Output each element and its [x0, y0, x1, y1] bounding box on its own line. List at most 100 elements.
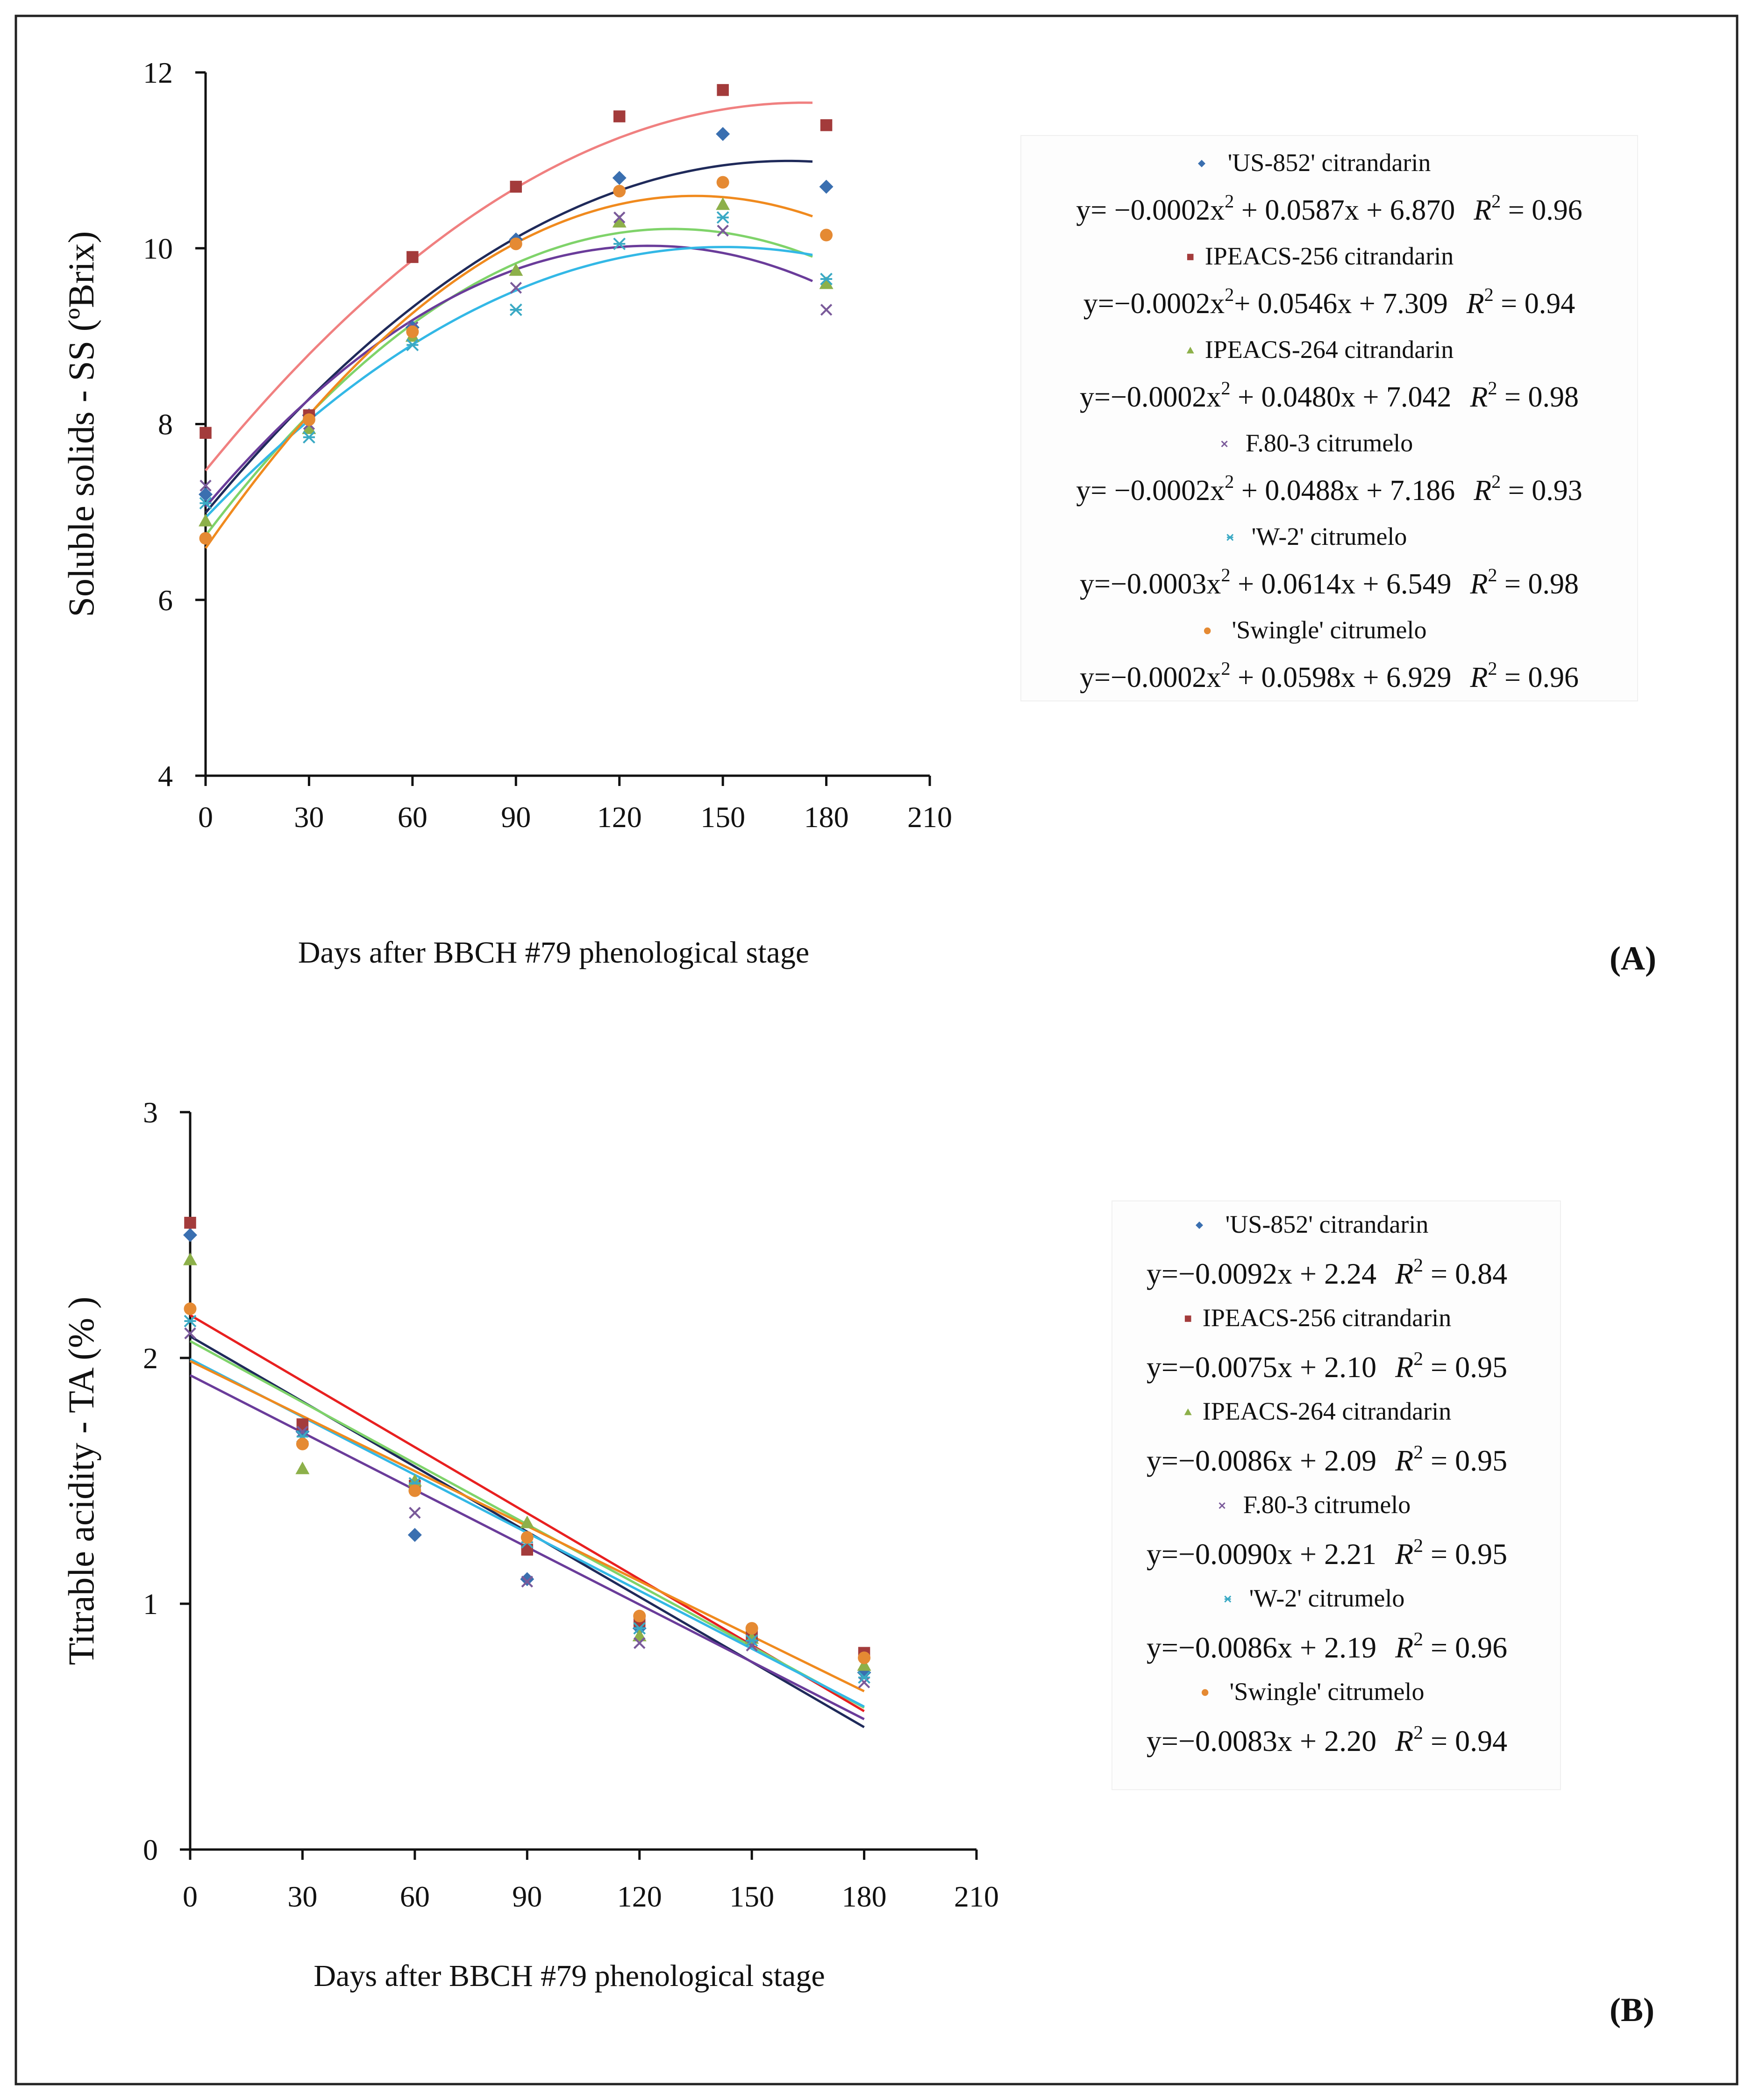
- equation-main: y=−0.0086x + 2.09: [1147, 1444, 1376, 1477]
- r2-exponent: 2: [1484, 284, 1494, 305]
- data-point-swingle: [296, 1437, 309, 1450]
- equation-rest: + 0.0614x + 6.549: [1231, 568, 1452, 600]
- legend-equation: y=−0.0075x + 2.10 R2 = 0.95: [1147, 1348, 1507, 1384]
- data-point-us852: [716, 127, 730, 141]
- y-tick-label: 4: [158, 759, 173, 793]
- legend-entry-label: IPEACS-264 citrandarin: [1205, 336, 1454, 364]
- equation-main: y=−0.0002x: [1083, 288, 1225, 320]
- legend-entry-label: 'Swingle' citrumelo: [1232, 616, 1427, 644]
- legend-equation: y=−0.0092x + 2.24 R2 = 0.84: [1147, 1254, 1507, 1290]
- equation-exponent: 2: [1221, 378, 1230, 399]
- r2-symbol: R: [1466, 288, 1484, 320]
- legend-entry-label: 'W-2' citrumelo: [1252, 522, 1407, 550]
- r2-symbol: R: [1395, 1631, 1413, 1664]
- x-tick-label: 210: [954, 1880, 999, 1913]
- legend-marker-icon: [1226, 534, 1234, 541]
- x-tick-label: 60: [398, 800, 428, 834]
- equation-main: y=−0.0002x: [1080, 381, 1221, 413]
- r2-value: 0.96: [1455, 1631, 1507, 1664]
- data-point-ipeacs264: [520, 1515, 534, 1529]
- series-f803: [184, 1327, 870, 1689]
- equation-main: y=−0.0003x: [1080, 568, 1221, 600]
- y-tick-label: 0: [143, 1833, 158, 1866]
- legend-marker-icon: [1186, 347, 1194, 354]
- legend-equation: y=−0.0003x2 + 0.0614x + 6.549 R2 = 0.98: [1080, 564, 1579, 600]
- r2-eq: =: [1423, 1444, 1455, 1477]
- r2-symbol: R: [1473, 194, 1491, 226]
- r2-symbol: R: [1395, 1350, 1413, 1384]
- equation-main: y=−0.0075x + 2.10: [1147, 1350, 1376, 1384]
- data-point-f803: [184, 1327, 196, 1340]
- series-swingle: [184, 1302, 871, 1664]
- data-point-w2: [820, 272, 833, 286]
- legend-marker-icon: [1184, 1408, 1192, 1415]
- legend-marker-icon: [1219, 1502, 1226, 1509]
- legend: 'US-852' citrandarin y=−0.0092x + 2.24 R2 …: [1112, 1200, 1561, 1790]
- legend-entry-label: F.80-3 citrumelo: [1246, 429, 1413, 457]
- r2-exponent: 2: [1413, 1348, 1423, 1369]
- data-point-swingle: [613, 185, 626, 198]
- y-tick-label: 12: [143, 56, 173, 89]
- r2-eq: =: [1423, 1257, 1455, 1290]
- data-point-us852: [407, 1528, 422, 1542]
- data-point-f803: [613, 211, 626, 224]
- data-point-us852: [520, 1572, 534, 1586]
- data-point-ipeacs264: [632, 1629, 647, 1642]
- r2-exponent: 2: [1413, 1535, 1423, 1556]
- data-point-swingle: [745, 1622, 758, 1635]
- r2-value: 0.98: [1528, 568, 1579, 600]
- legend-entry-label: 'US-852' citrandarin: [1228, 149, 1431, 177]
- data-point-w2: [199, 497, 212, 510]
- y-tick-label: 8: [158, 408, 173, 441]
- figure-frame: [14, 14, 1739, 2086]
- data-point-ipeacs256: [510, 180, 522, 193]
- legend-marker-icon: [1224, 1595, 1232, 1603]
- data-point-swingle: [302, 413, 315, 426]
- legend-equation: y=−0.0083x + 2.20 R2 = 0.94: [1147, 1721, 1507, 1757]
- r2-value: 0.95: [1455, 1537, 1507, 1571]
- legend-entry-label: IPEACS-256 citrandarin: [1205, 242, 1454, 270]
- r2-eq: =: [1497, 662, 1528, 693]
- x-tick-label: 90: [501, 800, 531, 834]
- data-point-ipeacs264: [199, 514, 213, 527]
- data-point-ipeacs264: [295, 1461, 310, 1474]
- data-point-us852: [612, 171, 627, 185]
- x-tick-label: 120: [597, 800, 642, 834]
- equation-main: y=−0.0086x + 2.19: [1147, 1631, 1376, 1664]
- data-point-f803: [521, 1575, 534, 1588]
- y-axis-label: Soluble solids - SS (ºBrix): [61, 231, 101, 617]
- r2-symbol: R: [1470, 381, 1488, 413]
- r2-eq: =: [1423, 1350, 1455, 1384]
- data-point-w2: [509, 303, 522, 316]
- x-tick-label: 120: [617, 1880, 662, 1913]
- data-point-w2: [406, 338, 419, 351]
- data-point-f803: [717, 224, 729, 237]
- trendline-f803: [205, 244, 813, 508]
- data-point-f803: [296, 1426, 309, 1438]
- x-tick-label: 180: [842, 1880, 887, 1913]
- x-tick-label: 210: [907, 800, 952, 834]
- equation-main: y=−0.0002x: [1080, 662, 1221, 693]
- data-point-swingle: [820, 229, 833, 242]
- legend-equation: y=−0.0002x2+ 0.0546x + 7.309 R2 = 0.94: [1083, 284, 1575, 320]
- r2-exponent: 2: [1413, 1721, 1423, 1743]
- r2-eq: =: [1423, 1631, 1455, 1664]
- data-point-ipeacs256: [820, 119, 833, 131]
- x-tick-label: 150: [729, 1880, 774, 1913]
- r2-exponent: 2: [1488, 378, 1497, 399]
- y-axis-label: Titrable acidity - TA (% ): [61, 1297, 101, 1665]
- equation-exponent: 2: [1225, 471, 1234, 492]
- r2-exponent: 2: [1488, 564, 1497, 586]
- equation-rest: + 0.0546x + 7.309: [1234, 288, 1447, 320]
- legend-box: [1112, 1200, 1561, 1790]
- legend-equation: y= −0.0002x2 + 0.0488x + 7.186 R2 = 0.93: [1076, 471, 1582, 507]
- equation-exponent: 2: [1225, 284, 1234, 305]
- data-point-f803: [858, 1676, 870, 1689]
- r2-value: 0.93: [1532, 475, 1582, 507]
- legend-marker-icon: [1184, 1315, 1191, 1322]
- r2-exponent: 2: [1488, 658, 1497, 679]
- data-point-ipeacs256: [613, 110, 626, 122]
- r2-value: 0.95: [1455, 1350, 1507, 1384]
